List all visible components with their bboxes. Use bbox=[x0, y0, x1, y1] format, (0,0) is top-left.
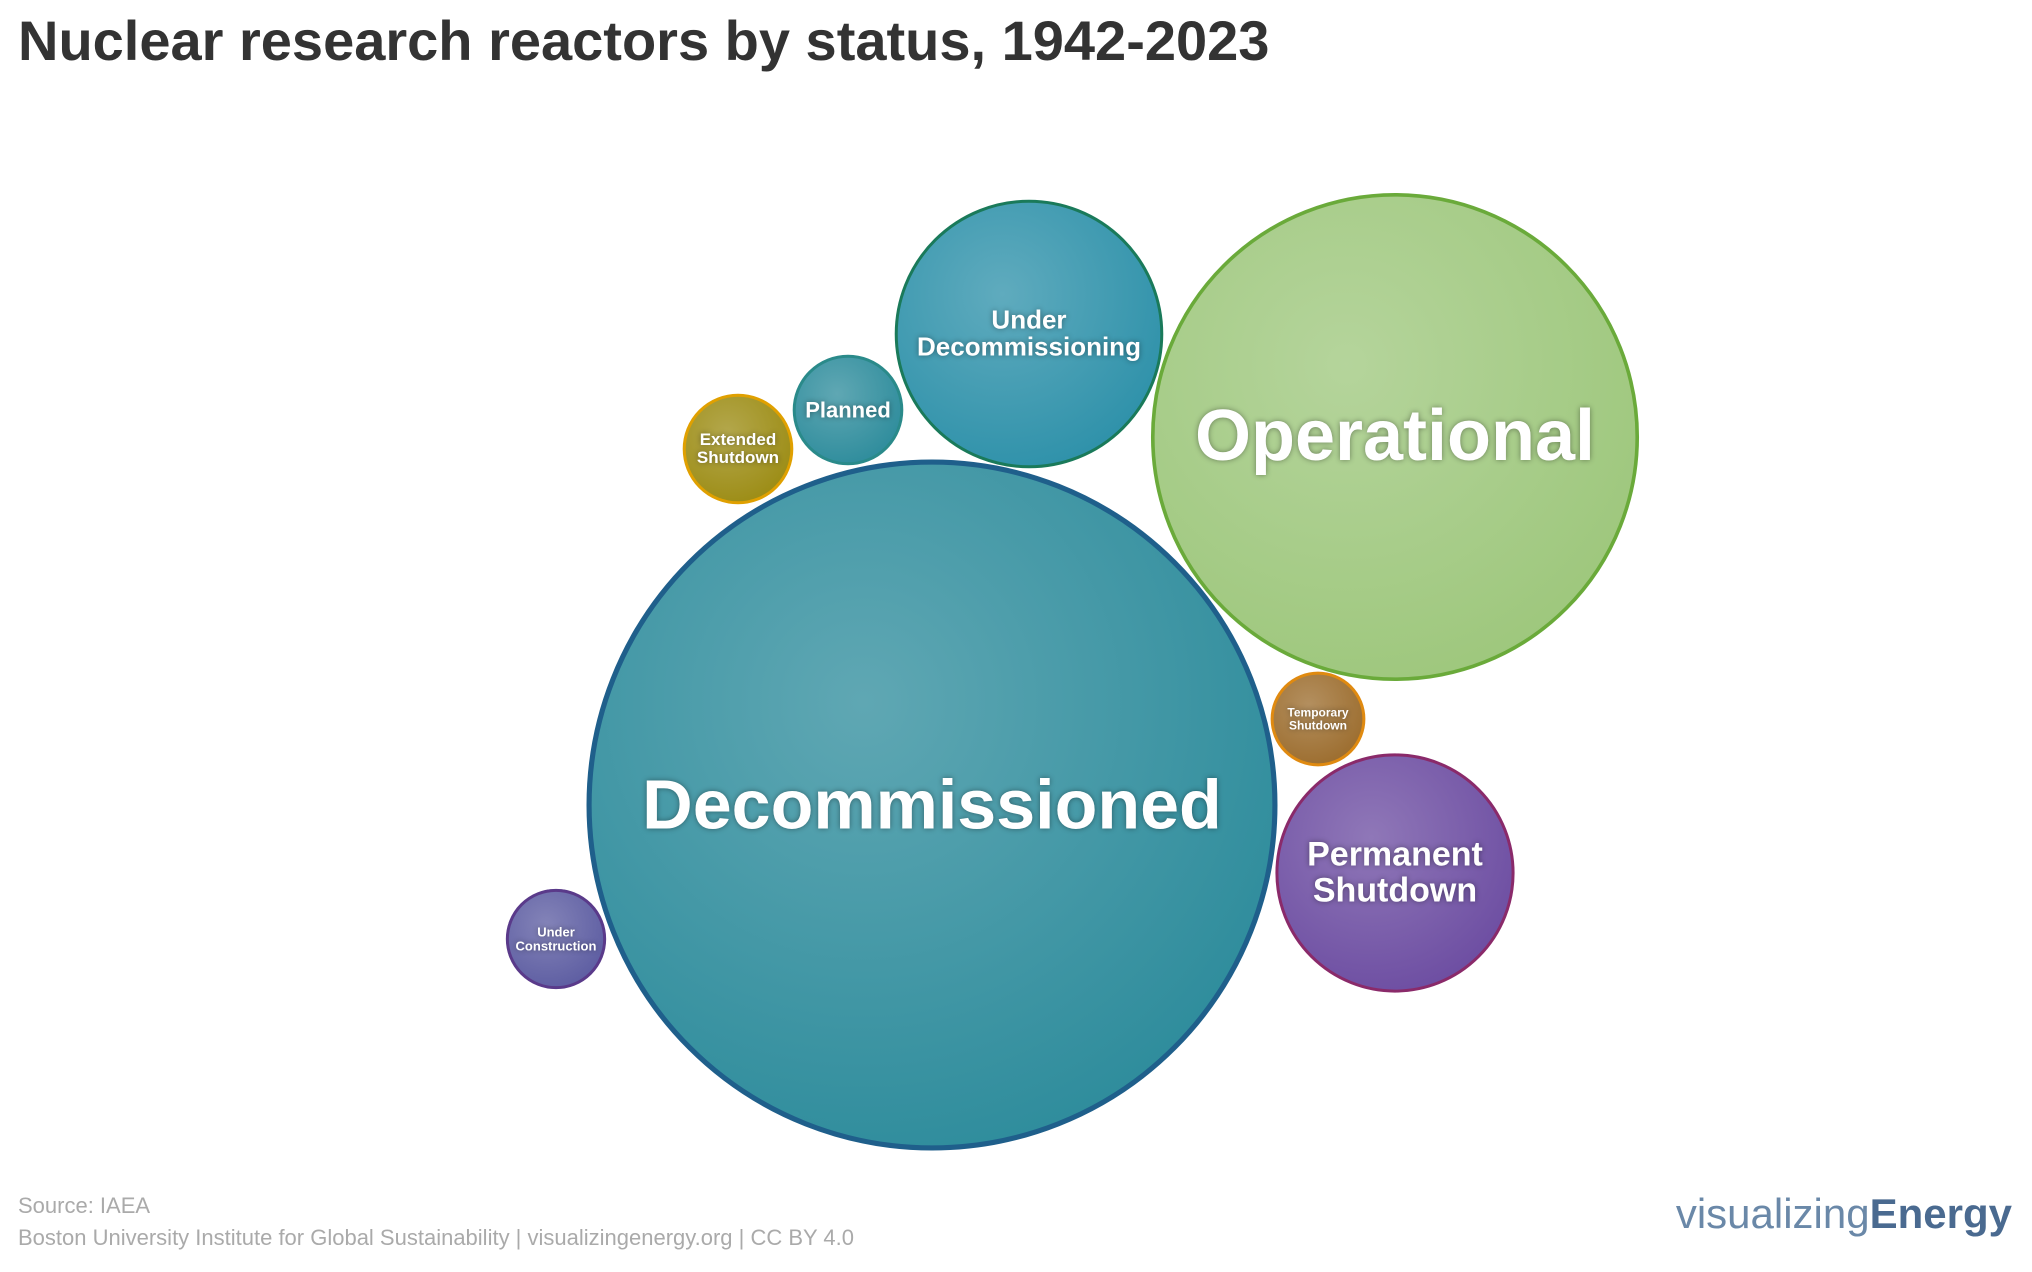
logo-light: visualizing bbox=[1675, 1190, 1870, 1237]
bubble bbox=[505, 888, 607, 990]
bubble-label: Operational bbox=[1194, 396, 1596, 477]
chart-title: Nuclear research reactors by status, 194… bbox=[18, 9, 1270, 72]
bubble-label: Under Construction bbox=[515, 924, 597, 953]
bubble bbox=[1270, 671, 1366, 767]
bubble bbox=[682, 393, 794, 505]
bubble-label: Planned bbox=[805, 397, 891, 423]
bubble-label: Extended Shutdown bbox=[696, 430, 780, 467]
credit: Boston University Institute for Global S… bbox=[18, 1225, 855, 1250]
bubble-label: Decommissioned bbox=[642, 765, 1222, 844]
source: Source: IAEA bbox=[18, 1193, 151, 1218]
bubble bbox=[894, 199, 1164, 469]
bubble-label: Permanent Shutdown bbox=[1307, 835, 1483, 909]
logo: visualizingEnergy bbox=[1676, 1190, 2012, 1238]
bubble bbox=[792, 354, 904, 466]
bubble bbox=[1150, 192, 1640, 682]
logo-bold: Energy bbox=[1869, 1190, 2012, 1237]
bubble bbox=[586, 459, 1278, 1151]
bubble bbox=[1275, 753, 1515, 993]
bubble-label: Under Decommissioning bbox=[917, 304, 1141, 362]
bubble-label: Temporary Shutdown bbox=[1287, 705, 1349, 732]
